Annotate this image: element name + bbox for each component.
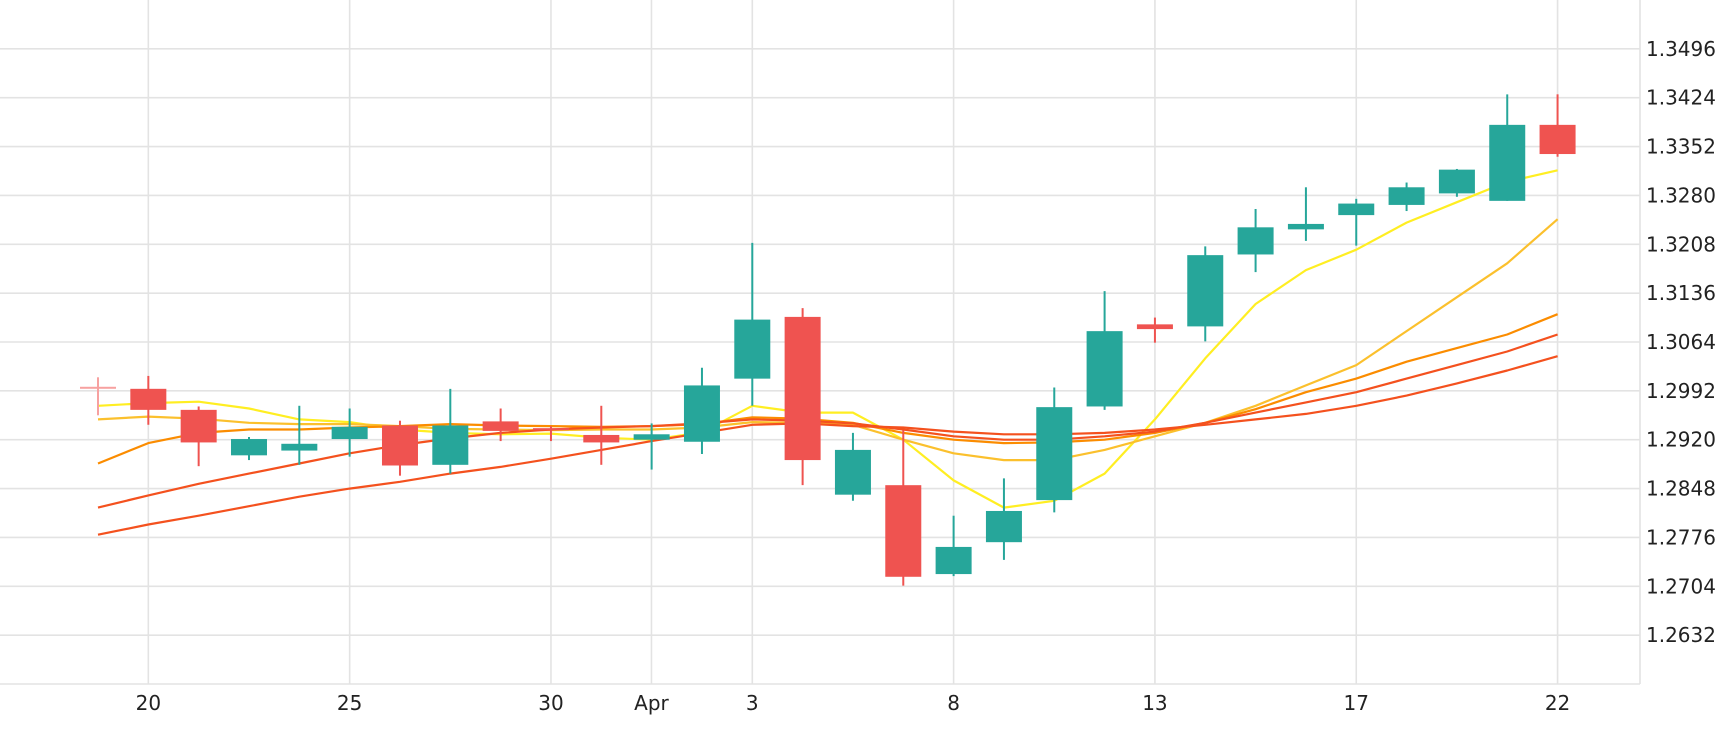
y-tick-label: 1.2632: [1646, 623, 1716, 647]
x-tick-label: 8: [947, 691, 960, 715]
x-tick-label: 3: [746, 691, 759, 715]
y-tick-label: 1.3424: [1646, 86, 1716, 110]
moving-average-line-4: [97, 333, 1558, 509]
candle: [381, 420, 418, 476]
y-tick-label: 1.3352: [1646, 135, 1716, 159]
candle-body: [432, 425, 469, 465]
y-tick-label: 1.2704: [1646, 574, 1716, 598]
grid: [0, 0, 1641, 685]
y-tick-label: 1.3064: [1646, 330, 1716, 354]
candle: [1388, 182, 1425, 212]
moving-average-line-3: [97, 313, 1559, 465]
candle-body: [331, 426, 368, 440]
candle-body: [1036, 407, 1073, 501]
x-axis-labels: 20 25 30 Apr 3 8 13 17 22: [136, 691, 1571, 715]
candle: [885, 430, 922, 586]
candle-body: [683, 385, 720, 442]
candle: [1187, 246, 1224, 342]
candle-body: [633, 434, 670, 440]
candle-body: [583, 434, 620, 443]
candle: [633, 423, 670, 470]
candle-body: [985, 510, 1022, 543]
candle-body: [834, 449, 871, 495]
candle-body: [281, 443, 318, 451]
candle-body: [1136, 324, 1173, 330]
moving-average-line-1: [97, 169, 1558, 509]
y-tick-label: 1.3496: [1646, 37, 1716, 61]
candle: [230, 437, 267, 461]
candle-body: [80, 386, 116, 389]
candle-body: [935, 546, 972, 575]
x-tick-label: 30: [538, 691, 563, 715]
candle: [532, 426, 569, 442]
y-tick-label: 1.2776: [1646, 525, 1716, 549]
y-tick-label: 1.2848: [1646, 477, 1716, 501]
y-tick-label: 1.2920: [1646, 428, 1716, 452]
candle-body: [734, 319, 771, 379]
moving-averages: [97, 169, 1559, 536]
y-axis-labels: 1.2632 1.2704 1.2776 1.2848 1.2920 1.2992 1.30…: [1646, 37, 1716, 647]
y-tick-label: 1.3280: [1646, 183, 1716, 207]
x-tick-label: 13: [1142, 691, 1167, 715]
y-tick-label: 1.3208: [1646, 232, 1716, 256]
candle: [1287, 187, 1324, 241]
candle-body: [1187, 255, 1224, 327]
candle-body: [230, 439, 267, 456]
candle-body: [482, 421, 519, 431]
candle: [784, 308, 821, 486]
candle-body: [1287, 223, 1324, 230]
candle: [482, 408, 519, 442]
candle: [1036, 387, 1073, 513]
candle-body: [532, 428, 569, 431]
x-tick-label: 20: [136, 691, 161, 715]
candle: [432, 388, 469, 474]
candle: [583, 405, 620, 465]
candle: [130, 375, 167, 425]
candle-body: [1237, 227, 1274, 255]
candle: [834, 432, 871, 501]
candle: [1136, 317, 1173, 343]
candle: [683, 367, 720, 454]
candle: [985, 478, 1022, 560]
candle: [935, 515, 972, 577]
moving-average-line-5: [97, 355, 1558, 536]
candle: [1438, 168, 1475, 197]
candle-body: [180, 409, 217, 443]
candle: [180, 406, 217, 467]
candle: [1338, 198, 1375, 246]
candle-body: [1388, 187, 1425, 205]
candle-body: [130, 388, 167, 410]
candle: [80, 377, 116, 416]
candle-body: [1489, 124, 1526, 201]
candle: [331, 408, 368, 457]
candle-body: [885, 485, 922, 577]
candle-body: [1086, 331, 1123, 407]
y-tick-label: 1.3136: [1646, 281, 1716, 305]
x-tick-label: 17: [1344, 691, 1369, 715]
y-tick-label: 1.2992: [1646, 379, 1716, 403]
candle: [1539, 94, 1576, 157]
candles: [80, 94, 1576, 586]
candle: [281, 405, 318, 465]
candle: [1086, 291, 1123, 410]
candle-body: [1539, 124, 1576, 155]
candle: [1237, 209, 1274, 273]
x-tick-label: Apr: [634, 691, 669, 715]
candle-body: [381, 425, 418, 466]
candle-body: [1438, 169, 1475, 194]
candle-body: [1338, 203, 1375, 216]
x-tick-label: 25: [337, 691, 362, 715]
x-tick-label: 22: [1545, 691, 1570, 715]
candle-body: [784, 316, 821, 461]
candle: [734, 242, 771, 406]
candle: [1489, 94, 1526, 201]
